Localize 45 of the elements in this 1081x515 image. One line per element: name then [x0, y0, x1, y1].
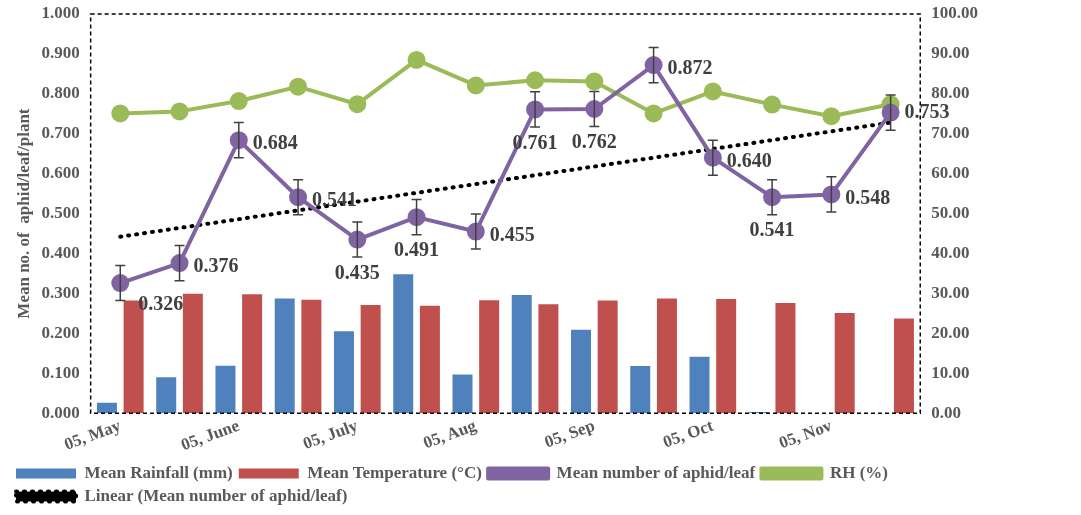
x-tick-label: 05, June	[178, 415, 243, 455]
y-tick-label: 0.000	[41, 402, 80, 422]
y2-tick-label: 70.00	[931, 123, 970, 143]
data-label: 0.435	[334, 260, 380, 283]
y2-tick-label: 20.00	[931, 322, 970, 342]
y2-tick-label: 40.00	[931, 242, 970, 262]
y2-tick-label: 60.00	[931, 163, 970, 183]
legend-label: RH (%)	[829, 462, 889, 482]
y-tick-label: 0.500	[41, 202, 80, 222]
data-label: 0.376	[193, 254, 239, 277]
data-label: 0.684	[252, 131, 298, 154]
y2-tick-label: 50.00	[931, 202, 970, 222]
data-label: 0.541	[749, 218, 795, 241]
data-label: 0.872	[667, 56, 713, 79]
y2-tick-label: 30.00	[931, 282, 970, 302]
y-tick-label: 0.800	[41, 83, 80, 103]
data-label: 0.640	[726, 148, 772, 171]
legend-label: Mean Temperature (°C)	[307, 462, 482, 482]
data-label: 0.541	[312, 188, 358, 211]
data-label: 0.491	[394, 238, 440, 261]
y2-tick-label: 90.00	[931, 43, 970, 63]
data-label: 0.455	[489, 222, 535, 245]
y-tick-label: 0.900	[41, 43, 80, 63]
legend-label: Linear (Mean number of aphid/leaf)	[84, 485, 348, 505]
x-tick-label: 05, Aug	[420, 415, 480, 453]
y-tick-label: 0.400	[41, 242, 80, 262]
y2-tick-label: 100.00	[931, 3, 978, 23]
data-label: 0.762	[571, 130, 617, 153]
y-tick-label: 0.300	[41, 282, 80, 302]
y-tick-label: 0.100	[41, 362, 80, 382]
x-tick-label: 05, July	[300, 415, 361, 454]
y-tick-label: 0.200	[41, 322, 80, 342]
legend-label: Mean number of aphid/leaf	[556, 462, 756, 482]
x-tick-label: 05, Oct	[660, 415, 717, 452]
y-axis-title: Mean no. of aphid/leaf/plant	[13, 108, 33, 319]
data-label: 0.548	[845, 185, 891, 208]
x-tick-label: 05, Nov	[776, 415, 835, 453]
y-tick-label: 1.000	[41, 3, 80, 23]
data-label: 0.326	[138, 292, 184, 315]
y-tick-label: 0.700	[41, 123, 80, 143]
y-tick-label: 0.600	[41, 163, 80, 183]
y2-tick-label: 10.00	[931, 362, 970, 382]
legend-label: Mean Rainfall (mm)	[84, 462, 233, 482]
y2-tick-label: 0.00	[931, 402, 961, 422]
x-tick-label: 05, Sep	[541, 415, 598, 452]
